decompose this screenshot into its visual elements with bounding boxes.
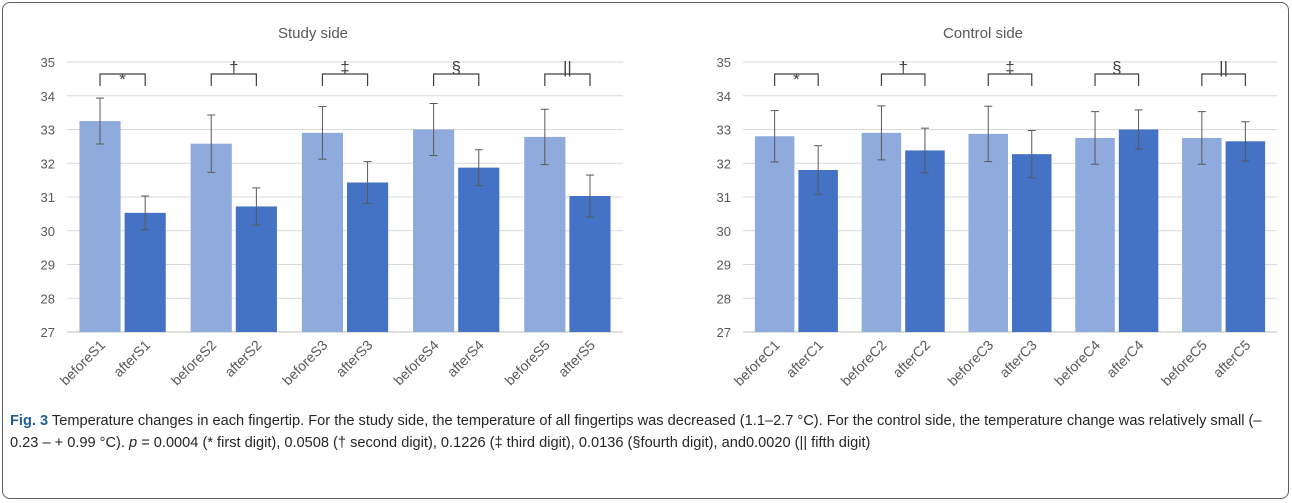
bar-before	[190, 143, 232, 332]
x-tick-label: afterS5	[555, 337, 598, 380]
y-tick-label: 32	[41, 156, 55, 171]
y-tick-label: 29	[41, 258, 55, 273]
p-symbol: p	[129, 435, 138, 451]
x-tick-label: afterS3	[332, 337, 375, 380]
significance-symbol: *	[793, 70, 800, 89]
significance-symbol: ‡	[1005, 58, 1014, 77]
x-tick-label: afterS1	[110, 337, 153, 380]
significance-symbol: ‡	[340, 58, 349, 77]
x-tick-label: beforeC1	[731, 337, 783, 389]
bar-before	[754, 136, 795, 332]
bar-after	[798, 170, 838, 332]
y-tick-label: 33	[717, 123, 731, 138]
bar-before	[524, 136, 566, 332]
bar-before	[413, 129, 455, 332]
bar-after	[458, 167, 500, 332]
x-tick-label: afterS2	[221, 337, 264, 380]
y-tick-label: 28	[41, 291, 55, 306]
y-tick-label: 32	[717, 156, 731, 171]
x-tick-label: beforeS2	[168, 337, 220, 389]
significance-bracket	[321, 73, 369, 86]
significance-symbol: *	[119, 70, 126, 89]
bar-before	[301, 132, 343, 332]
significance-bracket	[99, 73, 146, 86]
bar-after	[1225, 141, 1266, 332]
x-tick-label: beforeC2	[838, 337, 890, 389]
significance-symbol: §	[451, 58, 460, 77]
significance-bracket	[880, 73, 926, 86]
x-tick-label: afterC4	[1103, 337, 1147, 381]
y-tick-label: 30	[717, 224, 731, 239]
y-tick-label: 27	[41, 325, 55, 340]
x-tick-label: afterC5	[1210, 337, 1254, 381]
x-tick-label: afterC2	[889, 337, 933, 381]
caption-tail: = 0.0004 (* first digit), 0.0508 († seco…	[137, 435, 871, 451]
bar-before	[861, 132, 902, 332]
significance-symbol: ||	[1219, 58, 1228, 77]
y-tick-label: 35	[717, 55, 731, 70]
y-tick-label: 34	[717, 89, 731, 104]
x-tick-label: beforeC4	[1051, 337, 1103, 389]
y-tick-label: 34	[41, 89, 55, 104]
x-tick-label: beforeS3	[279, 337, 331, 389]
x-tick-label: beforeC5	[1158, 337, 1210, 389]
bar-after	[124, 212, 166, 332]
figure-caption: Fig. 3 Temperature changes in each finge…	[10, 410, 1282, 454]
significance-symbol: ||	[563, 58, 572, 77]
bar-after	[905, 150, 945, 332]
bar-after	[235, 206, 277, 332]
chart-title: Study side	[278, 25, 348, 42]
significance-bracket	[987, 73, 1033, 86]
significance-bracket	[1094, 73, 1140, 86]
x-tick-label: beforeS1	[57, 337, 109, 389]
x-tick-label: beforeC3	[944, 337, 996, 389]
x-tick-label: afterC1	[782, 337, 826, 381]
y-tick-label: 31	[41, 190, 55, 205]
significance-bracket	[433, 73, 480, 86]
figure-label: Fig. 3	[10, 413, 49, 429]
bar-after	[569, 195, 611, 332]
x-tick-label: afterS4	[444, 337, 487, 380]
y-tick-label: 29	[717, 258, 731, 273]
significance-bracket	[1201, 73, 1246, 86]
significance-bracket	[210, 73, 257, 86]
y-tick-label: 33	[41, 123, 55, 138]
significance-symbol: †	[898, 58, 907, 77]
x-tick-label: beforeS4	[390, 337, 442, 389]
y-tick-label: 35	[41, 55, 55, 70]
bar-before	[79, 121, 121, 332]
significance-symbol: †	[229, 58, 238, 77]
bar-after	[347, 182, 389, 332]
bar-before	[968, 133, 1008, 332]
x-tick-label: afterC3	[996, 337, 1040, 381]
caption-text: Temperature changes in each fingertip. F…	[10, 413, 1262, 451]
x-tick-label: beforeS5	[501, 337, 553, 389]
significance-bracket	[544, 73, 591, 86]
bar-before	[1182, 137, 1222, 332]
bar-after	[1118, 129, 1159, 332]
y-tick-label: 27	[717, 325, 731, 340]
y-tick-label: 30	[41, 224, 55, 239]
bar-before	[1075, 137, 1115, 332]
significance-bracket	[774, 73, 819, 86]
chart-title: Control side	[943, 25, 1023, 42]
y-tick-label: 28	[717, 291, 731, 306]
y-tick-label: 31	[717, 190, 731, 205]
bar-after	[1012, 154, 1052, 332]
significance-symbol: §	[1112, 58, 1121, 77]
